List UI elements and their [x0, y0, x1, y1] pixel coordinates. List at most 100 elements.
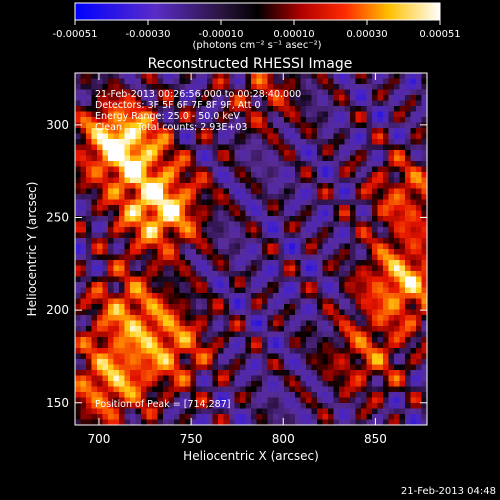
heatmap-cell: [311, 227, 318, 233]
heatmap-cell: [421, 403, 428, 409]
heatmap-cell: [97, 249, 103, 255]
heatmap-cell: [174, 106, 180, 112]
heatmap-cell: [124, 232, 131, 239]
heatmap-cell: [289, 304, 296, 310]
heatmap-cell: [245, 205, 252, 211]
heatmap-cell: [196, 243, 202, 250]
heatmap-cell: [366, 172, 373, 178]
heatmap-cell: [355, 326, 362, 332]
heatmap-cell: [201, 155, 208, 162]
heatmap-cell: [394, 210, 400, 217]
heatmap-cell: [146, 128, 153, 134]
heatmap-cell: [196, 73, 202, 79]
heatmap-cell: [355, 150, 362, 156]
heatmap-cell: [124, 78, 131, 85]
heatmap-cell: [262, 95, 268, 101]
heatmap-cell: [262, 320, 268, 327]
heatmap-cell: [416, 370, 422, 376]
heatmap-cell: [421, 221, 428, 228]
heatmap-cell: [229, 144, 235, 151]
heatmap-cell: [416, 309, 422, 316]
heatmap-cell: [152, 265, 158, 272]
heatmap-cell: [267, 419, 274, 426]
heatmap-cell: [416, 238, 422, 244]
heatmap-cell: [372, 139, 378, 145]
heatmap-cell: [262, 386, 268, 393]
heatmap-cell: [91, 309, 98, 316]
heatmap-cell: [223, 287, 230, 294]
heatmap-cell: [130, 287, 136, 294]
heatmap-cell: [350, 403, 356, 409]
heatmap-cell: [201, 392, 208, 398]
heatmap-cell: [201, 133, 208, 140]
heatmap-cell: [311, 150, 318, 156]
heatmap-cell: [366, 386, 373, 393]
heatmap-cell: [86, 84, 92, 90]
heatmap-cell: [399, 403, 406, 409]
heatmap-cell: [91, 144, 98, 151]
heatmap-cell: [223, 144, 230, 151]
heatmap-cell: [102, 381, 109, 387]
heatmap-cell: [212, 183, 219, 189]
heatmap-cell: [157, 216, 164, 222]
heatmap-cell: [124, 205, 131, 211]
heatmap-cell: [366, 337, 373, 343]
heatmap-cell: [289, 205, 296, 211]
heatmap-cell: [251, 210, 257, 217]
heatmap-cell: [157, 166, 164, 173]
heatmap-cell: [262, 265, 268, 272]
heatmap-cell: [251, 375, 257, 382]
heatmap-cell: [289, 397, 296, 404]
heatmap-cell: [410, 232, 417, 239]
heatmap-cell: [416, 386, 422, 393]
heatmap-cell: [311, 403, 318, 409]
heatmap-cell: [75, 155, 81, 162]
heatmap-cell: [416, 133, 422, 140]
heatmap-cell: [229, 337, 235, 343]
heatmap-cell: [328, 95, 334, 101]
heatmap-cell: [333, 381, 340, 387]
heatmap-cell: [284, 78, 290, 85]
heatmap-cell: [174, 172, 180, 178]
heatmap-cell: [410, 73, 417, 79]
heatmap-cell: [394, 183, 400, 189]
heatmap-cell: [108, 177, 114, 184]
heatmap-cell: [141, 342, 147, 349]
heatmap-cell: [377, 403, 384, 409]
heatmap-cell: [262, 342, 268, 349]
heatmap-cell: [410, 370, 417, 376]
heatmap-cell: [311, 84, 318, 90]
heatmap-cell: [174, 342, 180, 349]
heatmap-cell: [410, 392, 417, 398]
heatmap-cell: [361, 298, 367, 305]
heatmap-cell: [278, 419, 285, 426]
heatmap-cell: [135, 320, 142, 327]
heatmap-cell: [91, 172, 98, 178]
heatmap-cell: [267, 139, 274, 145]
heatmap-cell: [102, 364, 109, 371]
heatmap-cell: [168, 364, 175, 371]
heatmap-cell: [251, 359, 257, 365]
heatmap-cell: [333, 133, 340, 140]
heatmap-cell: [212, 309, 219, 316]
heatmap-cell: [119, 122, 125, 129]
heatmap-cell: [278, 210, 285, 217]
heatmap-cell: [399, 221, 406, 228]
heatmap-cell: [124, 254, 131, 261]
heatmap-cell: [405, 309, 411, 316]
heatmap-cell: [168, 298, 175, 305]
heatmap-cell: [251, 111, 257, 118]
heatmap-cell: [262, 348, 268, 354]
heatmap-cell: [234, 188, 241, 195]
heatmap-cell: [372, 238, 378, 244]
heatmap-cell: [240, 337, 246, 343]
heatmap-cell: [91, 408, 98, 415]
heatmap-cell: [278, 243, 285, 250]
heatmap-cell: [234, 260, 241, 266]
heatmap-cell: [196, 205, 202, 211]
heatmap-cell: [355, 227, 362, 233]
heatmap-cell: [339, 260, 345, 266]
x-tick-label: 700: [88, 432, 111, 446]
heatmap-cell: [102, 386, 109, 393]
heatmap-cell: [322, 177, 329, 184]
